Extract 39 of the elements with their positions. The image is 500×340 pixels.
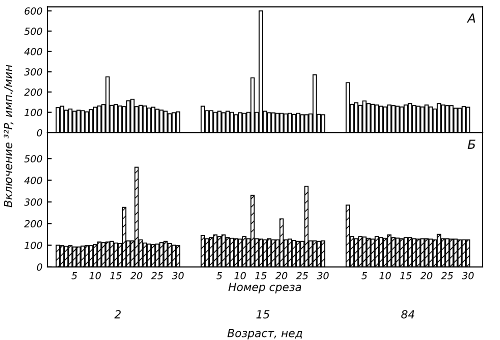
x-axis-title: Номер среза	[228, 282, 302, 294]
y-tick-label: 200	[24, 88, 42, 96]
x-tick-label: 15	[255, 272, 267, 280]
x-tick-label: 25	[441, 272, 453, 280]
x-tick-label: 25	[151, 272, 163, 280]
y-tick-label: 400	[24, 176, 42, 184]
annotation: Б	[468, 140, 476, 149]
y-tick-label: 400	[24, 48, 42, 56]
text: 84	[401, 310, 414, 318]
y-tick-label: 100	[24, 242, 42, 250]
y-tick-label: 0	[36, 263, 42, 271]
x-tick-label: 10	[379, 272, 391, 280]
x-tick-label: 5	[72, 272, 77, 280]
text: 2	[114, 310, 121, 318]
y-tick-label: 100	[24, 108, 42, 116]
x-tick-label: 5	[216, 272, 222, 280]
y-tick-label: 300	[24, 68, 42, 76]
x-tick-label: 10	[234, 272, 246, 280]
y-axis-title: Включение ³²P, имп./мин	[4, 64, 14, 208]
x-tick-label: 30	[462, 272, 474, 280]
y-tick-label: 500	[24, 28, 42, 35]
x-tick-label: 30	[172, 272, 184, 280]
annotation: А	[466, 13, 476, 23]
x-tick-label: 20	[275, 272, 288, 280]
x-tick-label: 10	[89, 272, 101, 280]
x-tick-label: 25	[296, 272, 308, 280]
x-tick-label: 15	[400, 272, 412, 280]
x-tick-label: 20	[130, 272, 142, 280]
y-tick-label: 300	[24, 198, 42, 206]
x-tick-label: 30	[316, 272, 329, 280]
y-tick-label: 0	[36, 129, 42, 136]
y-tick-label: 200	[24, 220, 42, 228]
y-tick-label: 500	[24, 155, 42, 162]
text: Возраст, нед	[227, 329, 302, 340]
text: 15	[256, 310, 270, 318]
x-tick-label: 5	[362, 272, 367, 280]
x-tick-label: 20	[420, 272, 432, 280]
y-tick-label: 600	[24, 7, 42, 15]
x-tick-label: 15	[110, 272, 122, 280]
